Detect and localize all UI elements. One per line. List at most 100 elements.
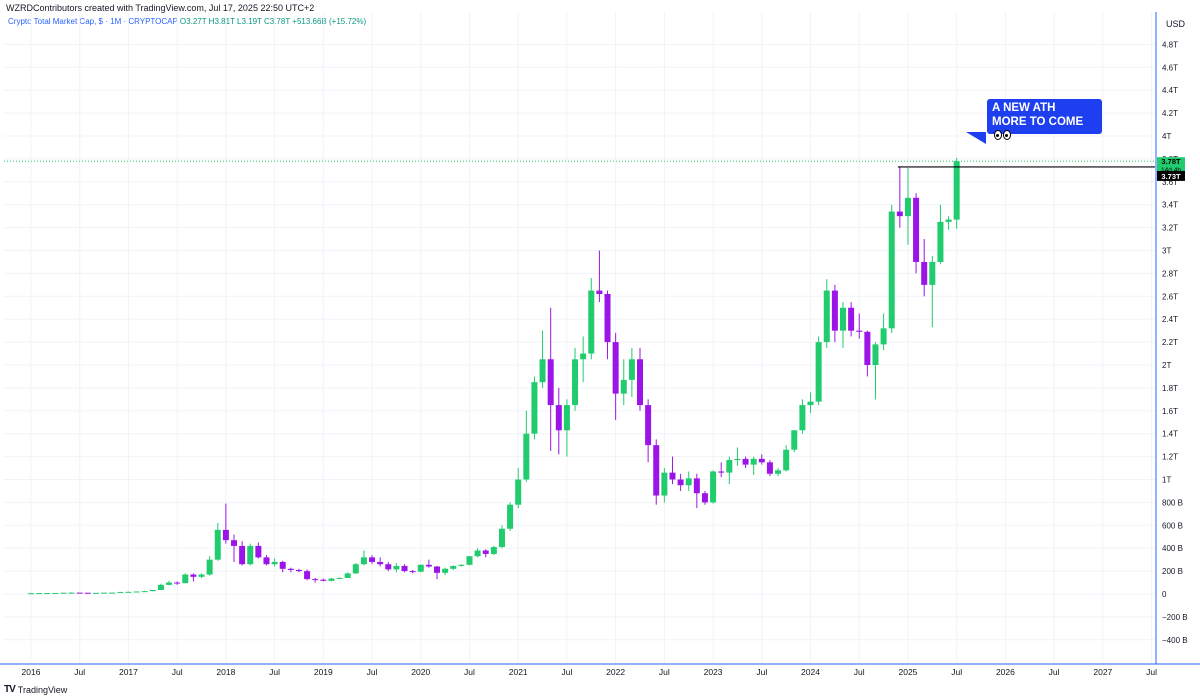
candle-body (328, 578, 335, 581)
y-tick-label: 4.4T (1162, 86, 1178, 95)
candle-body (880, 328, 887, 345)
currency-label[interactable]: USD (1166, 19, 1186, 29)
x-tick-label: 2018 (216, 667, 235, 677)
candle-body (693, 478, 700, 494)
x-tick-label: Jul (951, 667, 962, 677)
candle-body (864, 331, 871, 365)
eyes-icon (994, 129, 1012, 143)
candle-body (190, 574, 197, 577)
candle-body (450, 565, 457, 569)
callout-line-2: MORE TO COME (992, 116, 1097, 143)
candle-body (775, 470, 782, 474)
candle-body (304, 571, 311, 580)
callout-line-1: A NEW ATH (992, 102, 1056, 114)
candle-body (255, 545, 262, 558)
candle-body (320, 579, 327, 581)
candle-body (417, 564, 424, 572)
callout-line-2-text: MORE TO COME (992, 115, 1084, 128)
candle-body (831, 290, 838, 331)
x-tick-label: Jul (1049, 667, 1060, 677)
x-tick-label: 2022 (606, 667, 625, 677)
candle-body (758, 458, 765, 463)
candle-body (669, 472, 676, 480)
y-tick-label: 3.2T (1162, 224, 1178, 233)
x-tick-label: Jul (854, 667, 865, 677)
x-tick-label: 2023 (704, 667, 723, 677)
candle-body (409, 571, 416, 573)
candle-body (109, 592, 116, 594)
candle-body (596, 290, 603, 295)
candle-body (490, 547, 497, 554)
x-tick-label: 2021 (509, 667, 528, 677)
candle-body (141, 591, 148, 593)
candle-body (896, 211, 903, 217)
symbol-name[interactable]: Crypto Total Market Cap, $ · 1M · CRYPTO… (8, 17, 178, 26)
x-tick-label: Jul (659, 667, 670, 677)
candle-body (612, 342, 619, 394)
candle-body (888, 211, 895, 329)
candle-body (125, 591, 132, 593)
candle-body (425, 564, 432, 567)
candle-body (149, 589, 156, 592)
x-tick-label: 2019 (314, 667, 333, 677)
candle-body (580, 353, 587, 360)
callout-pointer (966, 132, 986, 144)
y-tick-label: 1.8T (1162, 384, 1178, 393)
candle-body (312, 579, 319, 581)
candle-body (231, 540, 237, 546)
y-tick-label: 4.2T (1162, 109, 1178, 118)
candle-body (710, 471, 717, 503)
candle-body (637, 359, 643, 406)
y-tick-label: 1.4T (1162, 430, 1178, 439)
candle-body (701, 493, 708, 503)
candle-body (726, 460, 733, 473)
y-tick-label: 2.6T (1162, 292, 1178, 301)
y-tick-label: 3.6T (1162, 178, 1178, 187)
tradingview-footer[interactable]: TV TradingView (4, 684, 67, 695)
candle-body (498, 528, 505, 548)
candle-body (628, 359, 635, 380)
candle-body (76, 592, 83, 594)
x-tick-label: 2025 (898, 667, 917, 677)
y-tick-label: 400 B (1162, 544, 1183, 553)
candle-body (783, 449, 790, 471)
candle-body (385, 564, 392, 570)
candle-body (295, 569, 302, 572)
candle-body (734, 458, 741, 461)
symbol-legend: Crypto Total Market Cap, $ · 1M · CRYPTO… (8, 17, 366, 26)
countdown-value: 14d 4h (1161, 167, 1181, 174)
candle-body (214, 529, 221, 560)
x-tick-label: 2026 (996, 667, 1015, 677)
y-tick-label: −400 B (1162, 636, 1188, 645)
candle-body (921, 261, 928, 285)
candle-body (848, 307, 855, 331)
candle-body (555, 405, 562, 431)
candle-body (539, 359, 546, 383)
candle-body (856, 330, 863, 332)
candle-body (44, 593, 51, 595)
x-tick-label: Jul (269, 667, 280, 677)
x-tick-label: 2024 (801, 667, 820, 677)
candle-body (28, 593, 34, 595)
y-tick-label: 600 B (1162, 521, 1183, 530)
x-tick-label: Jul (1146, 667, 1157, 677)
candle-body (206, 559, 213, 575)
candle-body (434, 566, 440, 573)
candle-body (953, 161, 960, 220)
x-tick-label: 2016 (22, 667, 41, 677)
candle-body (271, 561, 278, 565)
tradingview-logo-icon: TV (4, 684, 16, 695)
last-price-value: 3.78T (1161, 157, 1181, 166)
ath-callout[interactable]: A NEW ATH MORE TO COME (987, 99, 1102, 140)
candle-body (823, 290, 830, 343)
candle-body (157, 584, 164, 590)
x-tick-label: Jul (464, 667, 475, 677)
x-tick-label: 2017 (119, 667, 138, 677)
y-tick-label: 1.2T (1162, 453, 1178, 462)
candle-body (766, 462, 773, 474)
candle-body (466, 556, 473, 565)
y-tick-label: 0 (1162, 590, 1167, 599)
candle-body (547, 359, 554, 406)
candle-body (401, 565, 408, 572)
